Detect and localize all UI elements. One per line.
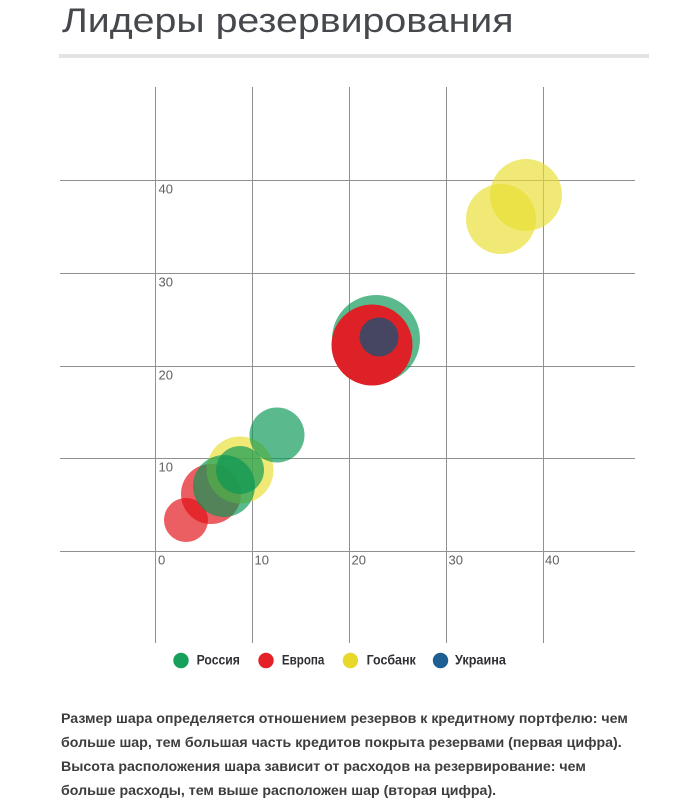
svg-text:0: 0 <box>158 553 165 568</box>
svg-text:20: 20 <box>159 368 173 383</box>
svg-text:Украина: Украина <box>455 652 506 667</box>
svg-text:Европа: Европа <box>282 652 325 667</box>
svg-text:10: 10 <box>159 460 173 475</box>
svg-text:30: 30 <box>159 275 173 290</box>
svg-text:20: 20 <box>352 553 366 568</box>
svg-text:30: 30 <box>449 553 463 568</box>
svg-text:Россия: Россия <box>197 652 240 667</box>
svg-text:40: 40 <box>159 182 173 197</box>
svg-text:10: 10 <box>255 553 269 568</box>
svg-text:Госбанк: Госбанк <box>367 652 416 667</box>
svg-text:40: 40 <box>545 553 559 568</box>
